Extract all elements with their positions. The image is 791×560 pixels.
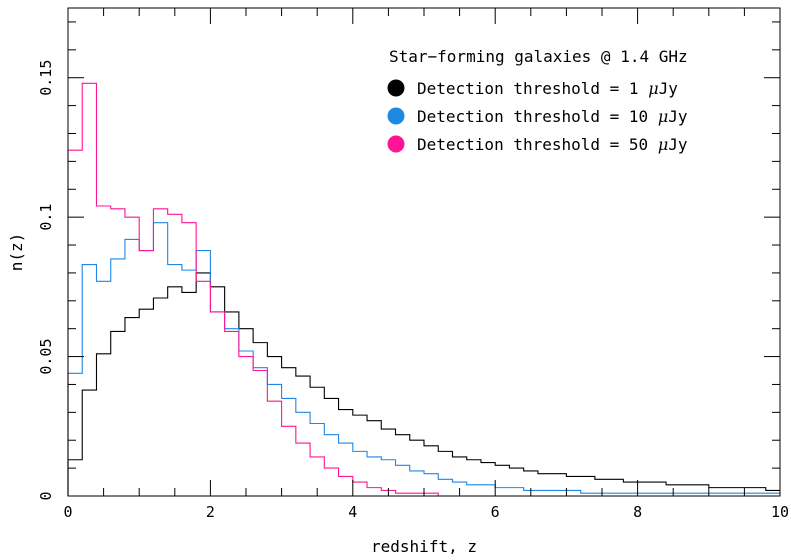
legend-marker [387, 107, 405, 125]
y-tick-label: 0.1 [37, 204, 55, 231]
legend-marker [387, 79, 405, 97]
series-line-1 [67, 272, 780, 496]
legend: Star−forming galaxies @ 1.4 GHz Detectio… [387, 47, 688, 154]
legend-title: Star−forming galaxies @ 1.4 GHz [389, 47, 688, 66]
y-tick-label: 0.15 [37, 60, 55, 96]
legend-marker [387, 135, 405, 153]
x-tick-label: 2 [206, 503, 215, 521]
series-line-2 [67, 222, 780, 496]
legend-label: Detection threshold = 1 μJy [417, 79, 678, 98]
x-tick-label: 4 [348, 503, 357, 521]
y-axis-title: n(z) [7, 233, 26, 272]
tick-labels: 0 2 4 6 8 10 0 0.05 0.1 0.15 [37, 60, 789, 521]
x-tick-label: 0 [63, 503, 72, 521]
legend-label: Detection threshold = 10 μJy [417, 107, 688, 126]
x-tick-label: 8 [633, 503, 642, 521]
y-tick-label: 0.05 [37, 339, 55, 375]
ticks-layer [67, 8, 781, 497]
x-axis-title: redshift, z [371, 537, 477, 556]
x-tick-label: 10 [771, 503, 789, 521]
x-tick-label: 6 [491, 503, 500, 521]
legend-items: Detection threshold = 1 μJy Detection thr… [387, 79, 688, 154]
y-tick-label: 0 [37, 491, 55, 500]
legend-label: Detection threshold = 50 μJy [417, 135, 688, 154]
